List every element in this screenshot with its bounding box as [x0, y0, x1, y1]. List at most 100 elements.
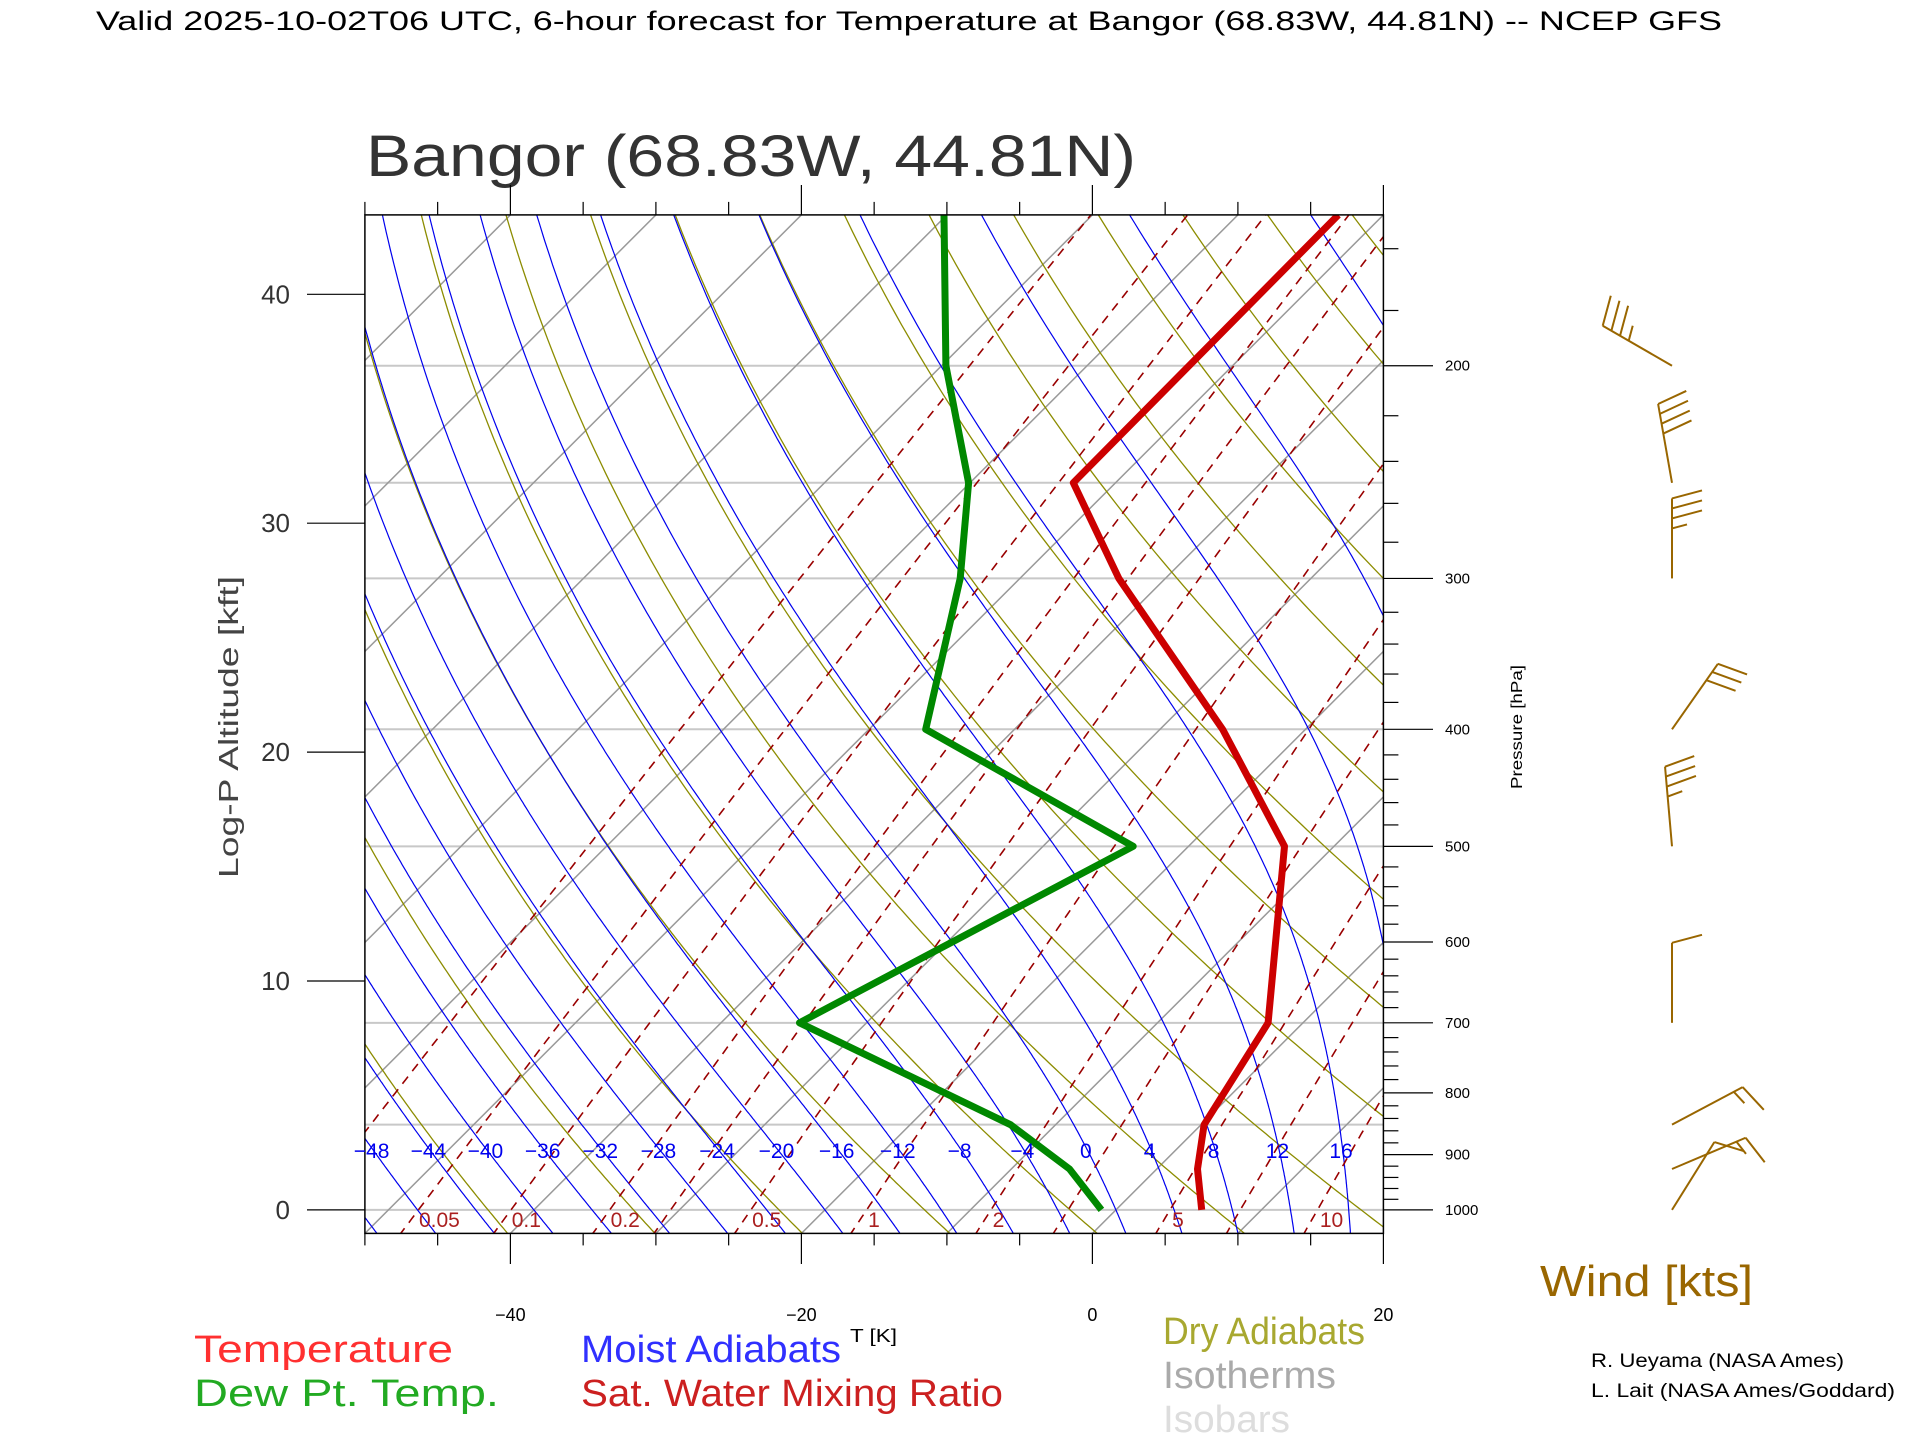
wind-barb [1671, 662, 1748, 730]
isotherm-line [945, 795, 1384, 1234]
axes: −48 −44 −40 −36 −32 −28 −24 −20 −16 −12 −8 −4 0 4 8 12 1… [261, 185, 1478, 1325]
isotherm-line [364, 214, 1094, 944]
wind-barb-full [1671, 509, 1703, 520]
isotherm-line [654, 504, 1384, 1234]
dry-adiabat-line [364, 608, 804, 1234]
moist-adiabat-line [859, 214, 1352, 1234]
wind-barb-full [1706, 679, 1736, 692]
pressure-tick-label: 700 [1445, 1015, 1470, 1032]
wind-barb-full [1661, 409, 1691, 425]
moist-adiabat-line [428, 214, 1015, 1234]
legend-isotherms: Isotherms [1163, 1355, 1336, 1397]
wind-barb-full [1619, 305, 1630, 337]
pressure-tick-label: 900 [1445, 1147, 1470, 1164]
wind-barb-half [1667, 790, 1683, 798]
mixing-ratio-label: 5 [1172, 1209, 1184, 1232]
wind-barb-full [1666, 775, 1697, 788]
moist-adiabat-line [364, 698, 729, 1234]
dry-adiabat-line [364, 330, 951, 1234]
isotherm-line [364, 214, 1384, 1234]
isotherm-line [1382, 1232, 1384, 1234]
mixing-ratio-line [653, 235, 1384, 1234]
wind-barb-full [1711, 671, 1742, 684]
pressure-tick-label: 200 [1445, 358, 1470, 375]
dry-adiabat-line [759, 214, 1384, 1009]
dry-adiabat-line [589, 214, 1384, 1228]
mixing-ratio-line [364, 214, 1092, 1134]
legend: Temperature Dew Pt. Temp. Moist Adiabats… [194, 1311, 1365, 1440]
wind-barb-full [1741, 1086, 1765, 1111]
pressure-tick-label: 800 [1445, 1085, 1470, 1102]
moist-adiabat-line [381, 214, 958, 1234]
x-tick-label: 0 [1087, 1305, 1097, 1325]
credit-line-2: L. Lait (NASA Ames/Goddard) [1591, 1381, 1895, 1402]
moist-adiabat-line [536, 214, 1127, 1234]
mixing-ratio-line [849, 462, 1384, 1234]
x-tick-label: 20 [1373, 1305, 1393, 1325]
wind-barb [1601, 295, 1673, 367]
background-lines [0, 179, 1920, 1236]
isotherm-line [364, 214, 1239, 1089]
mixing-ratio-line [1154, 864, 1384, 1234]
dry-adiabat-line [0, 197, 214, 1235]
moist-adiabat-label: 0 [1080, 1140, 1092, 1163]
mixing-ratio-label: 0.2 [611, 1209, 640, 1232]
x-axis-label: T [K] [850, 1326, 897, 1346]
wind-barb-full [1601, 295, 1612, 327]
mixing-ratio-label: 0.1 [512, 1209, 541, 1232]
moist-adiabat-label: −48 [354, 1140, 390, 1163]
chart-title: Bangor (68.83W, 44.81N) [366, 124, 1136, 189]
dry-adiabat-line [1012, 214, 1384, 686]
wind-barb-full [1717, 662, 1748, 676]
dry-adiabat-line [1758, 197, 1920, 1235]
mixing-ratio-label: 1 [868, 1209, 880, 1232]
moist-adiabat-label: −12 [880, 1140, 916, 1163]
moist-adiabat-label: −16 [819, 1140, 855, 1163]
moist-adiabat-line [599, 214, 1183, 1234]
mixing-ratio-line [1462, 197, 1920, 1235]
moist-adiabat-line [980, 214, 1384, 949]
moist-adiabat-line [1128, 214, 1384, 618]
wind-barb-full [1671, 489, 1703, 500]
isotherm-line [364, 214, 657, 507]
moist-adiabat-label: −20 [759, 1140, 795, 1163]
wind-barb-staff [1602, 324, 1673, 367]
wind-barb [1671, 1141, 1745, 1211]
moist-adiabat-line [364, 1056, 496, 1234]
wind-barb-staff [1664, 766, 1673, 847]
moist-adiabat-line [364, 887, 613, 1234]
wind-barb-full [1657, 390, 1687, 405]
mixing-ratio-line [974, 618, 1384, 1234]
dry-adiabat-line [1182, 214, 1384, 473]
wind-barb [1671, 489, 1703, 579]
dry-adiabat-line [364, 836, 656, 1234]
profiles [796, 214, 1341, 1213]
dry-adiabat-line [928, 214, 1384, 793]
y-axis-label: Log-P Altitude [kft] [213, 576, 244, 878]
isotherm-line [1527, 179, 1920, 1236]
mixing-ratio-line [733, 325, 1384, 1234]
moist-adiabat-labels: −48 −44 −40 −36 −32 −28 −24 −20 −16 −12 −8 −4 0 4 8 12 1… [354, 1140, 1353, 1163]
dry-adiabat-line [1507, 197, 1920, 1235]
moist-adiabat-line [364, 796, 671, 1234]
moist-adiabat-line [364, 973, 554, 1234]
moist-adiabat-label: 16 [1329, 1140, 1352, 1163]
isotherm-line [1091, 941, 1384, 1234]
dry-adiabat-line [1266, 214, 1384, 365]
altitude-tick-label: 20 [261, 737, 290, 767]
moist-adiabat-label: −28 [641, 1140, 677, 1163]
moist-adiabat-label: −44 [411, 1140, 447, 1163]
isotherm-line [1672, 179, 1920, 1236]
moist-adiabat-label: 4 [1144, 1140, 1156, 1163]
pressure-tick-label: 600 [1445, 934, 1470, 951]
moist-adiabat-label: −40 [468, 1140, 504, 1163]
mixing-ratio-line [492, 214, 1267, 1234]
x-tick-label: −20 [786, 1305, 817, 1325]
altitude-tick-label: 10 [261, 966, 290, 996]
legend-dewpoint: Dew Pt. Temp. [194, 1373, 499, 1415]
pressure-tick-label: 300 [1445, 570, 1470, 587]
moist-adiabat-line [364, 324, 901, 1234]
wind-barb [1671, 1086, 1765, 1126]
moist-adiabat-line [0, 197, 320, 1235]
